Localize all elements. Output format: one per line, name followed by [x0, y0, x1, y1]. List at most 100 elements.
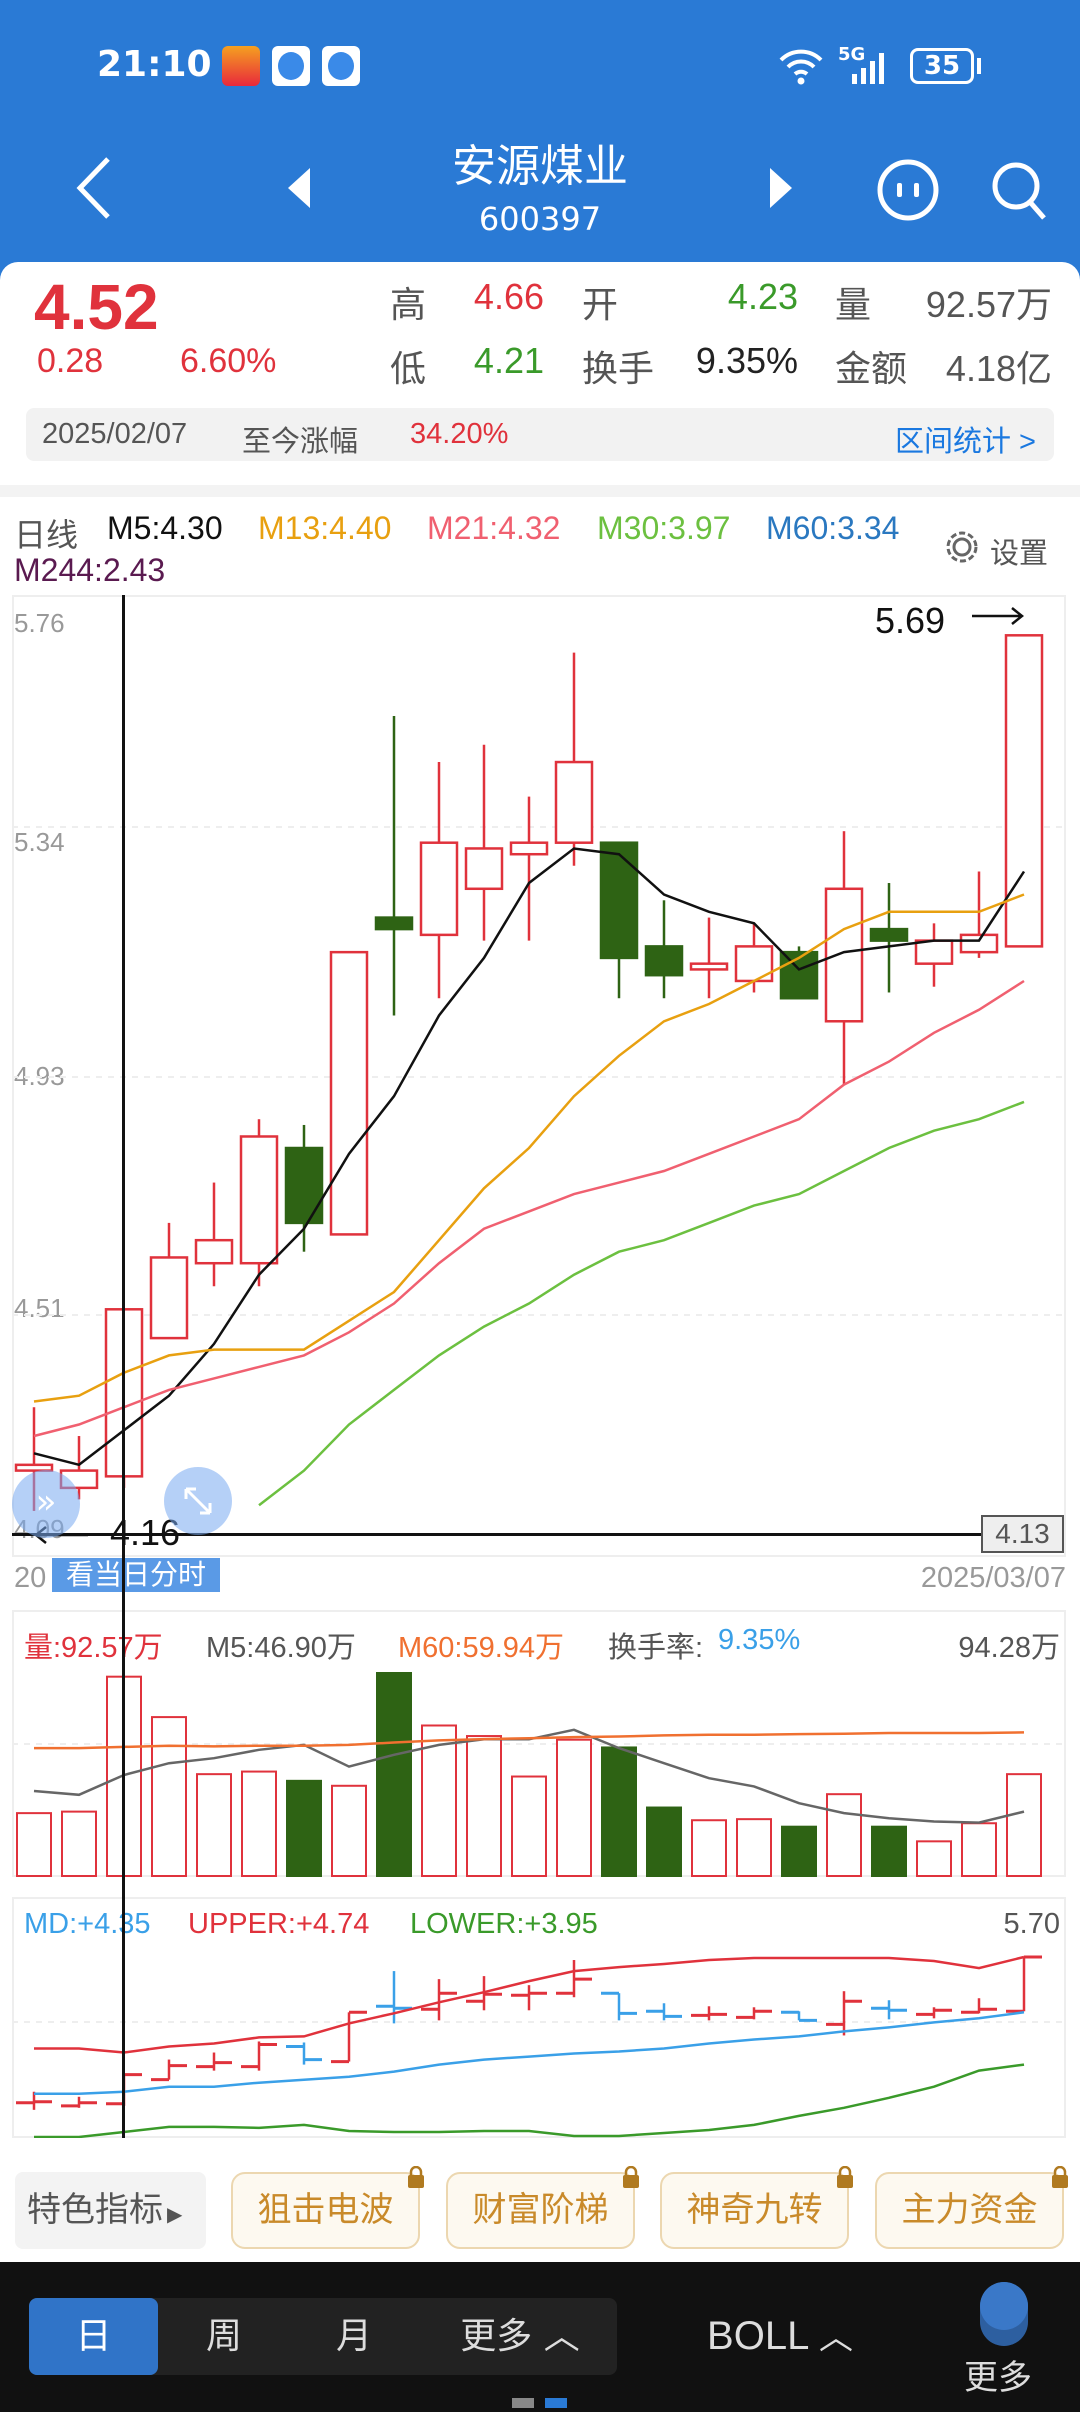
candle-body — [599, 841, 639, 960]
turnover-label: 换手 — [582, 349, 655, 390]
period-stats-bar: 2025/02/07 至今涨幅 34.20% 区间统计 > — [26, 408, 1054, 461]
chevron-up-icon: ︿ — [543, 2316, 580, 2357]
y-label: 4.51 — [14, 1293, 65, 1323]
ma244-label: M244:2.43 — [14, 552, 166, 588]
status-time: 21:10 — [97, 44, 212, 85]
feature-button-magic-nine[interactable]: 神奇九转 — [660, 2166, 853, 2249]
period-tab-month[interactable]: 月 — [335, 2316, 372, 2357]
indicator-selector[interactable]: BOLL ︿ — [690, 2298, 870, 2375]
ma21-label: M21:4.32 — [427, 510, 561, 546]
expand-sidebar-icon[interactable]: » — [12, 1470, 80, 1538]
volume-bar — [736, 1818, 772, 1877]
volume-bar — [466, 1735, 502, 1877]
boll-panel[interactable] — [12, 1897, 1066, 2138]
candle-body — [464, 847, 504, 891]
search-icon[interactable] — [990, 158, 1050, 224]
boll-upper-legend: UPPER:+4.74 — [188, 1908, 370, 1940]
candle-body — [419, 841, 459, 937]
page-indicator-dot — [512, 2398, 534, 2408]
feature-button-sniper[interactable]: 狙击电波 — [231, 2166, 424, 2249]
feature-button-label: 财富阶梯 — [472, 2190, 609, 2230]
feature-button-label: 神奇九转 — [686, 2190, 823, 2230]
amount-value: 4.18亿 — [945, 348, 1052, 389]
browser-notification-icon — [272, 46, 310, 86]
lock-icon — [837, 2166, 853, 2188]
feature-button-main-funds[interactable]: 主力资金 — [875, 2166, 1068, 2249]
turnover-rate-label: 换手率: — [608, 1632, 704, 1664]
volume-bar — [421, 1724, 457, 1877]
volume-bar — [196, 1773, 232, 1877]
volume-max-label: 94.28万 — [958, 1632, 1060, 1664]
candle-body — [239, 1135, 279, 1265]
candle-body — [149, 1256, 189, 1340]
kline-chart[interactable] — [12, 595, 1066, 1557]
next-stock-icon[interactable] — [768, 168, 794, 208]
ma5-label: M5:4.30 — [107, 510, 223, 546]
boll-md-line — [34, 2011, 1025, 2096]
period-tab-week[interactable]: 周 — [205, 2316, 242, 2357]
robot-assistant-icon[interactable] — [876, 158, 940, 222]
prev-stock-icon[interactable] — [286, 168, 312, 208]
open-value: 4.23 — [727, 276, 798, 317]
volume-bar — [556, 1738, 592, 1877]
end-date-label: 2025/03/07 — [920, 1562, 1066, 1594]
period-more-button[interactable]: 更多 ︿ — [430, 2298, 610, 2375]
candle-body — [194, 1238, 234, 1265]
candle-body — [14, 1463, 54, 1472]
candle-body — [644, 945, 684, 977]
volume-legend: 量:92.57万 — [24, 1632, 163, 1664]
volume-m60-legend: M60:59.94万 — [398, 1632, 565, 1664]
low-value: 4.21 — [473, 340, 544, 381]
battery-tip — [977, 58, 981, 74]
candle-body — [824, 887, 864, 1023]
period-gain-value: 34.20% — [410, 418, 509, 450]
period-start-date: 2025/02/07 — [42, 418, 188, 450]
candle-body — [779, 950, 819, 1000]
volume-bar — [826, 1793, 862, 1877]
volume-bar — [376, 1672, 412, 1877]
volume-chart — [12, 1672, 1066, 1877]
stock-name: 安源煤业 — [452, 141, 628, 192]
period-tab-day[interactable]: 日 — [29, 2298, 158, 2375]
gear-icon[interactable] — [945, 530, 979, 564]
ma60-label: M60:3.34 — [766, 510, 900, 546]
price-change-pct: 6.60% — [180, 342, 277, 380]
chevron-up-icon: ︿ — [818, 2319, 853, 2357]
ma-line-m21 — [33, 979, 1025, 1438]
ma-line-m30 — [258, 1100, 1025, 1507]
high-label: 高 — [390, 285, 427, 326]
ma-line-m13 — [33, 893, 1025, 1403]
view-intraday-button[interactable]: 看当日分时 — [52, 1558, 220, 1592]
volume-m60-line — [34, 1731, 1025, 1750]
volume-value: 92.57万 — [925, 284, 1052, 325]
range-stats-link[interactable]: 区间统计 > — [895, 426, 1036, 458]
candle-body — [284, 1146, 324, 1225]
candle-body — [374, 916, 414, 931]
ma-line-m5 — [33, 847, 1026, 1467]
boll-max-label: 5.70 — [1003, 1908, 1060, 1940]
candle-body — [914, 939, 954, 965]
crosshair-horizontal — [12, 1533, 981, 1536]
candle-body — [689, 962, 729, 971]
battery-icon: 35 — [910, 48, 974, 84]
page-indicator-dot-active — [545, 2398, 567, 2408]
feature-button-label: 狙击电波 — [257, 2190, 394, 2230]
volume-bar — [961, 1822, 997, 1877]
volume-bar — [16, 1812, 52, 1877]
fullscreen-icon[interactable] — [164, 1467, 232, 1535]
settings-button[interactable]: 设置 — [990, 536, 1049, 570]
feature-indicators-menu[interactable]: 特色指标 ▶ — [15, 2172, 206, 2249]
ma30-label: M30:3.97 — [597, 510, 731, 546]
volume-bar — [646, 1806, 682, 1877]
volume-bar — [61, 1810, 97, 1877]
wifi-icon — [779, 49, 823, 85]
volume-bar — [241, 1770, 277, 1877]
back-icon[interactable] — [72, 155, 116, 221]
volume-bar — [781, 1825, 817, 1877]
header-bar — [0, 0, 1080, 300]
feature-button-wealth-ladder[interactable]: 财富阶梯 — [446, 2166, 639, 2249]
more-button[interactable]: 更多 — [964, 2358, 1032, 2398]
more-icon[interactable] — [980, 2282, 1028, 2346]
open-label: 开 — [582, 285, 619, 326]
turnover-rate-value: 9.35% — [718, 1624, 801, 1656]
